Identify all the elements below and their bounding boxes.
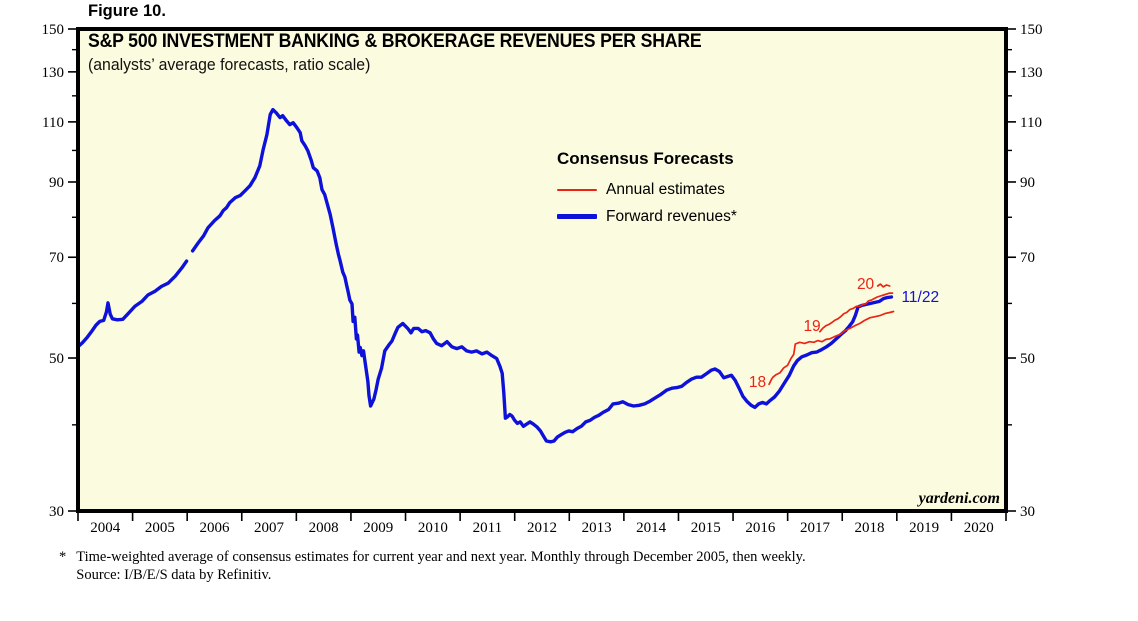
x-tick-label: 2004 <box>90 520 121 536</box>
x-tick-label: 2011 <box>473 520 502 536</box>
y-tick-label-right: 90 <box>1020 175 1035 191</box>
series-line-annual-estimate-2018 <box>768 310 895 386</box>
y-tick-label-left: 110 <box>42 115 64 131</box>
legend: Consensus Forecasts Annual estimates For… <box>557 149 737 230</box>
y-tick-label-left: 50 <box>49 351 64 367</box>
x-tick-label: 2010 <box>418 520 448 536</box>
x-tick-label: 2017 <box>800 520 831 536</box>
x-tick-label: 2009 <box>363 520 393 536</box>
x-tick-label: 2005 <box>145 520 175 536</box>
x-tick-label: 2012 <box>527 520 557 536</box>
plot-frame <box>76 27 1008 513</box>
x-tick-label: 2020 <box>964 520 994 536</box>
figure-label: Figure 10. <box>88 2 166 20</box>
chart-subtitle: (analysts’ average forecasts, ratio scal… <box>88 55 371 74</box>
legend-item-label: Annual estimates <box>606 180 725 198</box>
footnote-text: Time-weighted average of consensus estim… <box>76 549 805 584</box>
y-tick-label-right: 110 <box>1020 115 1042 131</box>
footnote-marker: * <box>59 549 67 565</box>
x-tick-label: 2007 <box>254 520 285 536</box>
footnote-line1: Time-weighted average of consensus estim… <box>76 549 806 565</box>
x-tick-label: 2006 <box>199 520 230 536</box>
x-tick-label: 2014 <box>636 520 667 536</box>
y-tick-label-right: 150 <box>1020 22 1043 38</box>
legend-title: Consensus Forecasts <box>557 149 734 168</box>
plot-area <box>78 29 1006 511</box>
legend-item-forward-revenues: Forward revenues* <box>557 203 737 230</box>
footnote-line2: Source: I/B/E/S data by Refinitiv. <box>76 566 272 583</box>
series-line-annual-estimate-2019 <box>819 292 894 333</box>
x-tick-label: 2008 <box>309 520 339 536</box>
x-tick-label: 2015 <box>691 520 721 536</box>
annual-estimates-line-swatch <box>557 188 597 191</box>
legend-item-label: Forward revenues* <box>606 207 737 225</box>
legend-item-annual-estimates: Annual estimates <box>557 176 737 203</box>
chart-title: S&P 500 INVESTMENT BANKING & BROKERAGE R… <box>88 31 702 52</box>
x-tick-label: 2019 <box>909 520 939 536</box>
y-axis: 150 150 130 130 110 110 90 90 70 70 50 50 30 30 <box>42 22 1043 520</box>
footnote: * Time-weighted average of consensus est… <box>59 549 806 584</box>
series-lines <box>76 107 895 444</box>
forward-revenues-line-swatch <box>557 214 597 219</box>
series-line-forward-revenues <box>190 107 894 444</box>
y-tick-label-right: 70 <box>1020 250 1035 266</box>
y-tick-label-right: 130 <box>1020 65 1043 81</box>
series-line-forward-revenues <box>76 259 189 349</box>
y-tick-label-right: 50 <box>1020 351 1035 367</box>
x-tick-label: 2013 <box>582 520 612 536</box>
y-tick-label-right: 30 <box>1020 504 1035 520</box>
watermark-yardeni: yardeni.com <box>918 490 1000 507</box>
y-tick-label-left: 30 <box>49 504 64 520</box>
y-tick-label-left: 130 <box>42 65 65 81</box>
y-tick-label-left: 150 <box>42 22 65 38</box>
y-tick-label-left: 70 <box>49 250 64 266</box>
x-tick-label: 2016 <box>745 520 776 536</box>
x-tick-label: 2018 <box>855 520 885 536</box>
y-tick-label-left: 90 <box>49 175 64 191</box>
x-axis: 2004 2005 2006 2007 2008 2009 2010 2011 2012 2013… <box>77 513 1007 536</box>
series-line-annual-estimate-2020 <box>876 283 891 288</box>
